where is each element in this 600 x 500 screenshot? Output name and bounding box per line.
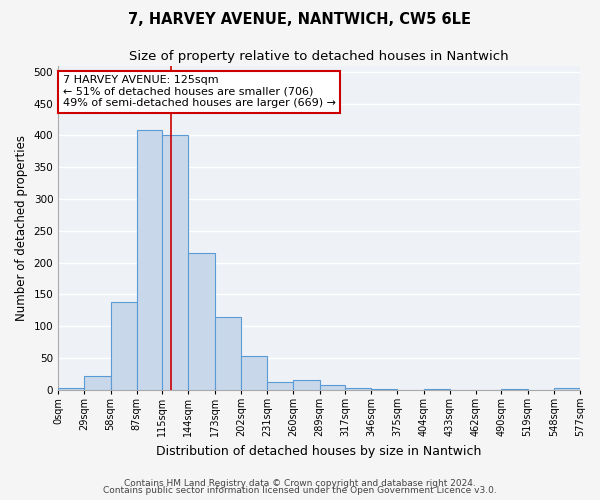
Bar bbox=[58, 388, 85, 390]
Text: Contains HM Land Registry data © Crown copyright and database right 2024.: Contains HM Land Registry data © Crown c… bbox=[124, 478, 476, 488]
Text: 7 HARVEY AVENUE: 125sqm
← 51% of detached houses are smaller (706)
49% of semi-d: 7 HARVEY AVENUE: 125sqm ← 51% of detache… bbox=[62, 75, 335, 108]
Bar bbox=[85, 376, 110, 390]
Bar bbox=[137, 130, 162, 390]
Bar bbox=[424, 389, 450, 390]
Bar bbox=[162, 136, 188, 390]
Bar bbox=[215, 316, 241, 390]
Bar bbox=[320, 386, 345, 390]
Title: Size of property relative to detached houses in Nantwich: Size of property relative to detached ho… bbox=[129, 50, 509, 63]
Bar bbox=[188, 253, 215, 390]
X-axis label: Distribution of detached houses by size in Nantwich: Distribution of detached houses by size … bbox=[157, 444, 482, 458]
Bar bbox=[554, 388, 580, 390]
Text: 7, HARVEY AVENUE, NANTWICH, CW5 6LE: 7, HARVEY AVENUE, NANTWICH, CW5 6LE bbox=[128, 12, 472, 28]
Y-axis label: Number of detached properties: Number of detached properties bbox=[15, 134, 28, 320]
Bar bbox=[241, 356, 267, 390]
Bar bbox=[371, 389, 397, 390]
Bar bbox=[293, 380, 320, 390]
Bar bbox=[502, 389, 527, 390]
Bar bbox=[110, 302, 137, 390]
Bar bbox=[267, 382, 293, 390]
Text: Contains public sector information licensed under the Open Government Licence v3: Contains public sector information licen… bbox=[103, 486, 497, 495]
Bar bbox=[345, 388, 371, 390]
